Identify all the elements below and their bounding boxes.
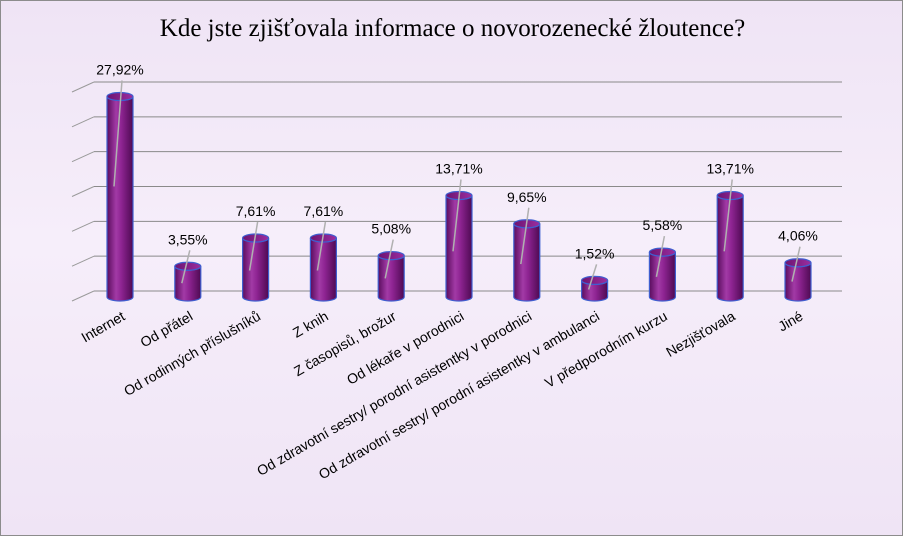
data-label: 5,58% — [643, 217, 683, 233]
leader-line — [113, 80, 123, 187]
leader-line — [452, 179, 462, 252]
data-label: 5,08% — [371, 221, 411, 237]
leader-line — [791, 246, 801, 282]
leader-line — [655, 235, 666, 277]
bar-top — [580, 275, 609, 286]
category-label: V předporodním kurzu — [542, 308, 670, 391]
leader-line — [384, 239, 394, 279]
bar — [513, 223, 541, 302]
gridline-depth — [71, 81, 95, 93]
category-label: Od přátel — [137, 308, 195, 351]
data-label: 7,61% — [304, 203, 344, 219]
leader-line — [723, 179, 733, 252]
bar — [174, 266, 202, 302]
leader-line — [520, 207, 530, 265]
category-label: Z knih — [290, 308, 331, 341]
leader-line — [587, 264, 598, 290]
bar — [648, 251, 676, 302]
bar — [784, 262, 812, 302]
category-label: Od lékaře v porodnici — [344, 308, 467, 388]
data-label: 27,92% — [96, 61, 143, 77]
leader-line — [316, 221, 327, 271]
leader-line — [181, 250, 191, 284]
data-label: 1,52% — [575, 245, 615, 261]
data-label: 3,55% — [168, 231, 208, 247]
data-label: 4,06% — [778, 228, 818, 244]
gridline-depth — [71, 290, 95, 302]
category-label: Internet — [78, 308, 127, 346]
data-label: 13,71% — [435, 160, 482, 176]
chart-title: Kde jste zjišťovala informace o novoroze… — [159, 15, 746, 42]
bar — [106, 96, 134, 302]
gridline-depth — [71, 151, 95, 163]
gridline-depth — [71, 186, 95, 197]
bar — [445, 195, 473, 302]
leader-line — [248, 221, 259, 271]
bar-top — [784, 258, 812, 268]
data-label: 7,61% — [236, 203, 276, 219]
bar — [716, 195, 744, 302]
bar — [309, 237, 337, 302]
bar — [377, 255, 405, 302]
category-label: Jiné — [775, 308, 805, 335]
category-label: Nezjišťovala — [663, 308, 738, 360]
gridline-depth — [71, 220, 95, 232]
bar — [242, 237, 270, 302]
data-label: 9,65% — [507, 189, 547, 205]
data-label: 13,71% — [706, 160, 753, 176]
gridline-depth — [71, 116, 95, 128]
bar-top — [174, 261, 202, 271]
gridline-depth — [71, 255, 95, 267]
